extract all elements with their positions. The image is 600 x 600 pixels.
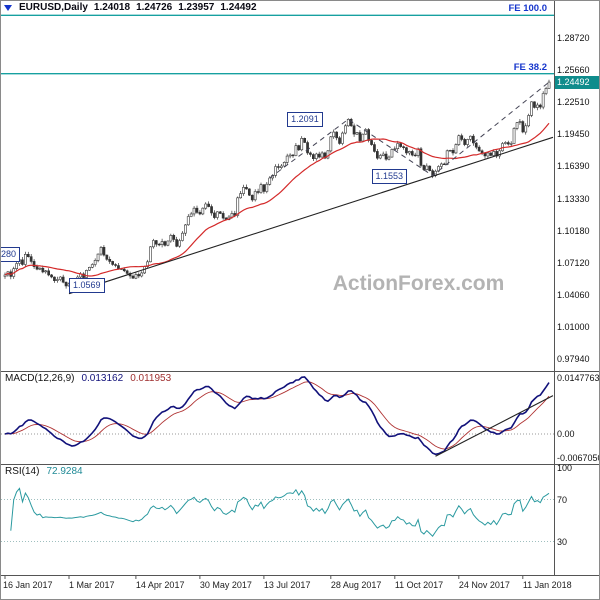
chart-title: EURUSD,Daily 1.24018 1.24726 1.23957 1.2… (4, 2, 257, 13)
fib-extension-100-label[interactable]: FE 100.0 (508, 3, 547, 15)
price-axis-label: 1.22510 (557, 97, 590, 108)
date-axis-label: 13 Jul 2017 (263, 580, 311, 590)
candle-wicks (4, 79, 550, 289)
date-axis-label: 16 Jan 2017 (3, 580, 53, 590)
macd-axis-label: -0.0067050 (557, 453, 600, 463)
macd-signal-value: 0.011953 (130, 373, 172, 384)
date-ticks (4, 576, 524, 579)
date-axis-label: 28 Aug 2017 (330, 580, 382, 590)
chart-marker-icon (4, 4, 12, 11)
macd-axis-label: 0.0147763 (557, 373, 600, 383)
price-axis-label: 1.28720 (557, 33, 590, 43)
panel-separator (1, 371, 599, 576)
date-axis-label: 24 Nov 2017 (458, 580, 510, 590)
macd-signal-line (4, 381, 550, 450)
date-axis-label: 1 Mar 2017 (69, 580, 115, 590)
moving-average-line (4, 122, 550, 277)
watermark: ActionForex.com (332, 272, 505, 295)
rsi-axis-label: 100 (557, 463, 573, 473)
price-axis-label: 1.13330 (557, 193, 590, 204)
price-axis-label: 1.19450 (557, 129, 590, 140)
close-value: 1.24492 (220, 2, 257, 13)
high-value: 1.24726 (136, 2, 173, 13)
price-axis-label: 1.10180 (557, 225, 590, 236)
symbol-period-label: EURUSD,Daily (19, 2, 88, 13)
macd-label: MACD(12,26,9) (5, 373, 75, 384)
price-annotation[interactable]: 1.1553 (371, 168, 408, 184)
rsi-axis-label: 30 (557, 536, 568, 547)
price-annotation[interactable]: 1.2091 (287, 112, 323, 128)
swing-zigzag-line[interactable] (269, 81, 550, 179)
price-annotation[interactable]: 1.0569 (69, 277, 105, 293)
date-axis-label: 11 Oct 2017 (394, 580, 444, 590)
rsi-axis-label: 70 (557, 494, 568, 505)
macd-header: MACD(12,26,9) 0.013162 0.011953 (5, 373, 171, 384)
date-axis-label: 14 Apr 2017 (135, 580, 185, 590)
rsi-value: 72.9284 (46, 466, 83, 477)
candles-bearish (9, 101, 542, 287)
price-annotation[interactable]: 280 (1, 247, 21, 263)
rsi-line (10, 487, 550, 537)
rsi-label: RSI(14) (5, 466, 40, 477)
open-value: 1.24018 (93, 2, 131, 13)
macd-trendline[interactable] (435, 395, 554, 457)
price-axis-label: 0.97940 (557, 354, 590, 364)
candles-bullish (3, 81, 551, 287)
macd-axis-label: 0.00 (557, 429, 575, 439)
fib-extension-382-label[interactable]: FE 38.2 (513, 61, 547, 73)
price-axis-label: 1.25660 (557, 65, 590, 76)
macd-main-value: 0.013162 (81, 373, 124, 384)
date-axis-label: 30 May 2017 (199, 580, 252, 590)
low-value: 1.23957 (178, 2, 215, 13)
price-trendline[interactable] (68, 136, 554, 295)
date-axis-label: 11 Jan 2018 (522, 580, 572, 590)
macd-main-line (4, 376, 550, 456)
price-axis-label: 1.04060 (557, 289, 590, 300)
price-axis-label: 1.07120 (557, 257, 590, 268)
rsi-header: RSI(14) 72.9284 (5, 466, 83, 477)
price-axis-label: 1.01000 (557, 321, 590, 332)
price-axis-label: 1.16390 (557, 161, 590, 172)
current-price-tag: 1.24492 (555, 75, 599, 89)
